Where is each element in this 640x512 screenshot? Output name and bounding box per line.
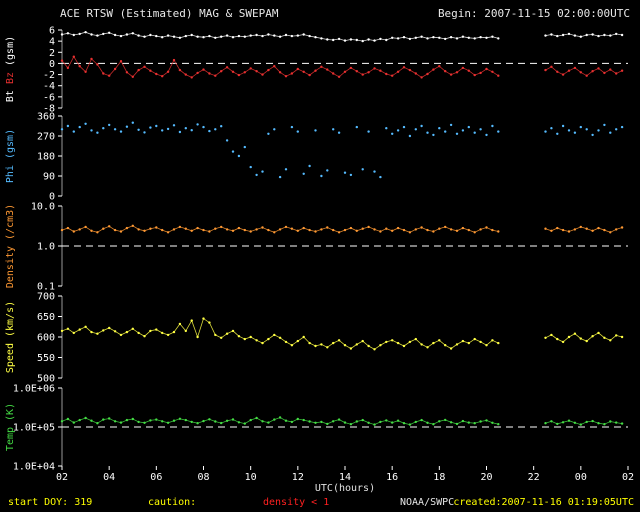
density-warning: density < 1	[263, 497, 330, 508]
x-tick-label: 00	[575, 472, 587, 483]
x-tick-label: 02	[56, 472, 68, 483]
x-tick-label: 20	[480, 472, 492, 483]
x-tick-label: 14	[339, 472, 351, 483]
y-tick-label: 700	[37, 292, 55, 303]
y-axis-title-temp: Temp (K)	[5, 403, 16, 451]
y-tick-label: 10.0	[31, 202, 55, 213]
x-tick-label: 18	[433, 472, 445, 483]
y-tick-label: 180	[37, 152, 55, 163]
y-tick-label: -2	[43, 70, 55, 81]
x-tick-label: 02	[622, 472, 634, 483]
y-tick-label: -4	[43, 81, 55, 92]
y-tick-label: 650	[37, 312, 55, 323]
y-tick-label: 1.0	[37, 242, 55, 253]
plot-title: ACE RTSW (Estimated) MAG & SWEPAM	[60, 7, 279, 20]
y-tick-label: 0.1	[37, 282, 55, 293]
y-tick-label: 360	[37, 112, 55, 123]
y-tick-label: 4	[49, 37, 55, 48]
created-timestamp: created:2007-11-16 01:19:05UTC	[453, 497, 634, 508]
panel-speed: 500 550 600 650 700 Speed (km/s)	[5, 292, 624, 385]
x-tick-label: 04	[103, 472, 115, 483]
y-axis-title-mag: Bt Bz (gsm)	[5, 36, 16, 102]
x-tick-label: 22	[528, 472, 540, 483]
series-phi	[60, 121, 624, 179]
y-axis-title-density: Density (/cm3)	[5, 204, 16, 288]
panel-density: 0.1 1.0 10.0 Density (/cm3)	[5, 202, 628, 293]
y-tick-label: 500	[37, 374, 55, 385]
series-temp	[60, 416, 624, 426]
y-tick-label: 6	[49, 26, 55, 37]
plot-begin-time: Begin: 2007-11-15 02:00:00UTC	[437, 7, 630, 20]
y-tick-label: -6	[43, 92, 55, 103]
panel-temp: 1.0E+04 1.0E+05 1.0E+06 Temp (K)	[5, 384, 628, 473]
y-tick-label: 550	[37, 353, 55, 364]
panel-phi: 0 90 180 270 360 Phi (gsm)	[5, 112, 624, 203]
x-tick-label: 16	[386, 472, 398, 483]
y-tick-label: 1.0E+06	[13, 384, 55, 395]
x-tick-label: 08	[197, 472, 209, 483]
y-tick-label: 600	[37, 333, 55, 344]
y-tick-label: -8	[43, 104, 55, 115]
series-bz	[60, 55, 624, 79]
series-speed	[60, 317, 624, 351]
y-axis-title-phi: Phi (gsm)	[5, 129, 16, 183]
y-axis-title-speed: Speed (km/s)	[5, 301, 16, 373]
y-tick-label: 1.0E+04	[13, 462, 55, 473]
series-density	[60, 224, 624, 234]
start-doy-label: start DOY: 319	[8, 497, 93, 508]
y-tick-label: 270	[37, 132, 55, 143]
caution-label: caution:	[148, 497, 197, 508]
y-tick-label: 2	[49, 48, 55, 59]
series-bt	[60, 31, 624, 43]
x-tick-label: 12	[292, 472, 304, 483]
y-tick-label: 0	[49, 59, 55, 70]
x-tick-label: 10	[245, 472, 257, 483]
x-tick-label: 06	[150, 472, 162, 483]
y-tick-label: 0	[49, 192, 55, 203]
y-tick-label: 1.0E+05	[13, 423, 55, 434]
y-tick-label: 90	[43, 172, 55, 183]
x-axis-label: UTC(hours)	[314, 483, 376, 494]
agency-label: NOAA/SWPC	[400, 497, 455, 508]
